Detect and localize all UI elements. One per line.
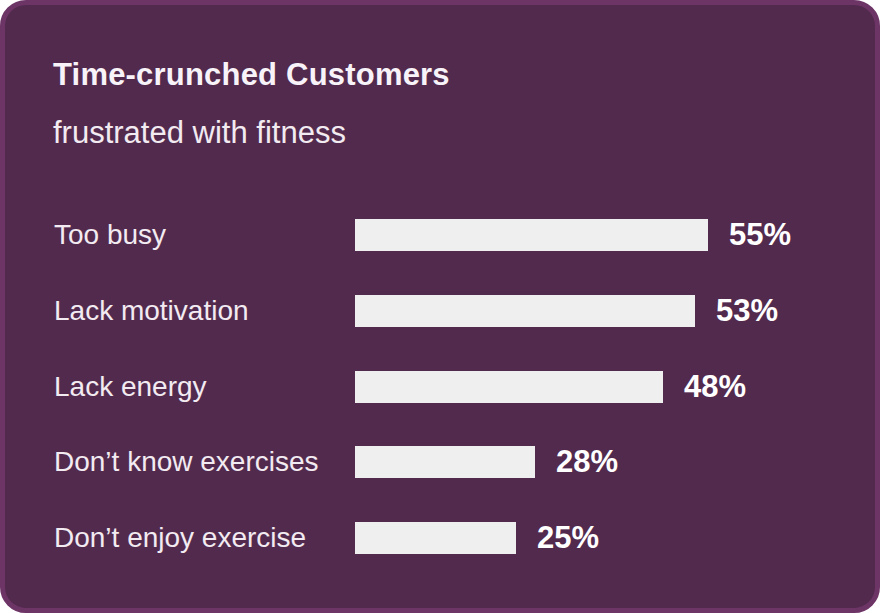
bar-row: Lack motivation 53% xyxy=(54,279,875,343)
bar-value-label: 28% xyxy=(556,444,618,480)
bar-label: Too busy xyxy=(54,219,166,251)
bar xyxy=(355,371,663,403)
bar-value-label: 55% xyxy=(729,217,791,253)
bar-label: Don’t know exercises xyxy=(54,446,319,478)
bar xyxy=(355,219,708,251)
chart-card: Time-crunched Customers frustrated with … xyxy=(0,0,880,613)
bar-row: Too busy 55% xyxy=(54,203,875,267)
bar-label: Don’t enjoy exercise xyxy=(54,522,306,554)
bar-value-label: 25% xyxy=(537,520,599,556)
bar xyxy=(355,522,516,554)
bar-label: Lack motivation xyxy=(54,295,249,327)
bar-row: Don’t know exercises 28% xyxy=(54,430,875,494)
bar-row: Don’t enjoy exercise 25% xyxy=(54,506,875,570)
bar xyxy=(355,446,535,478)
bar-value-label: 48% xyxy=(684,369,746,405)
bar-label: Lack energy xyxy=(54,371,207,403)
bar-chart: Too busy 55% Lack motivation 53% Lack energy… xyxy=(54,5,875,608)
bar xyxy=(355,295,695,327)
bar-row: Lack energy 48% xyxy=(54,355,875,419)
bar-value-label: 53% xyxy=(716,293,778,329)
